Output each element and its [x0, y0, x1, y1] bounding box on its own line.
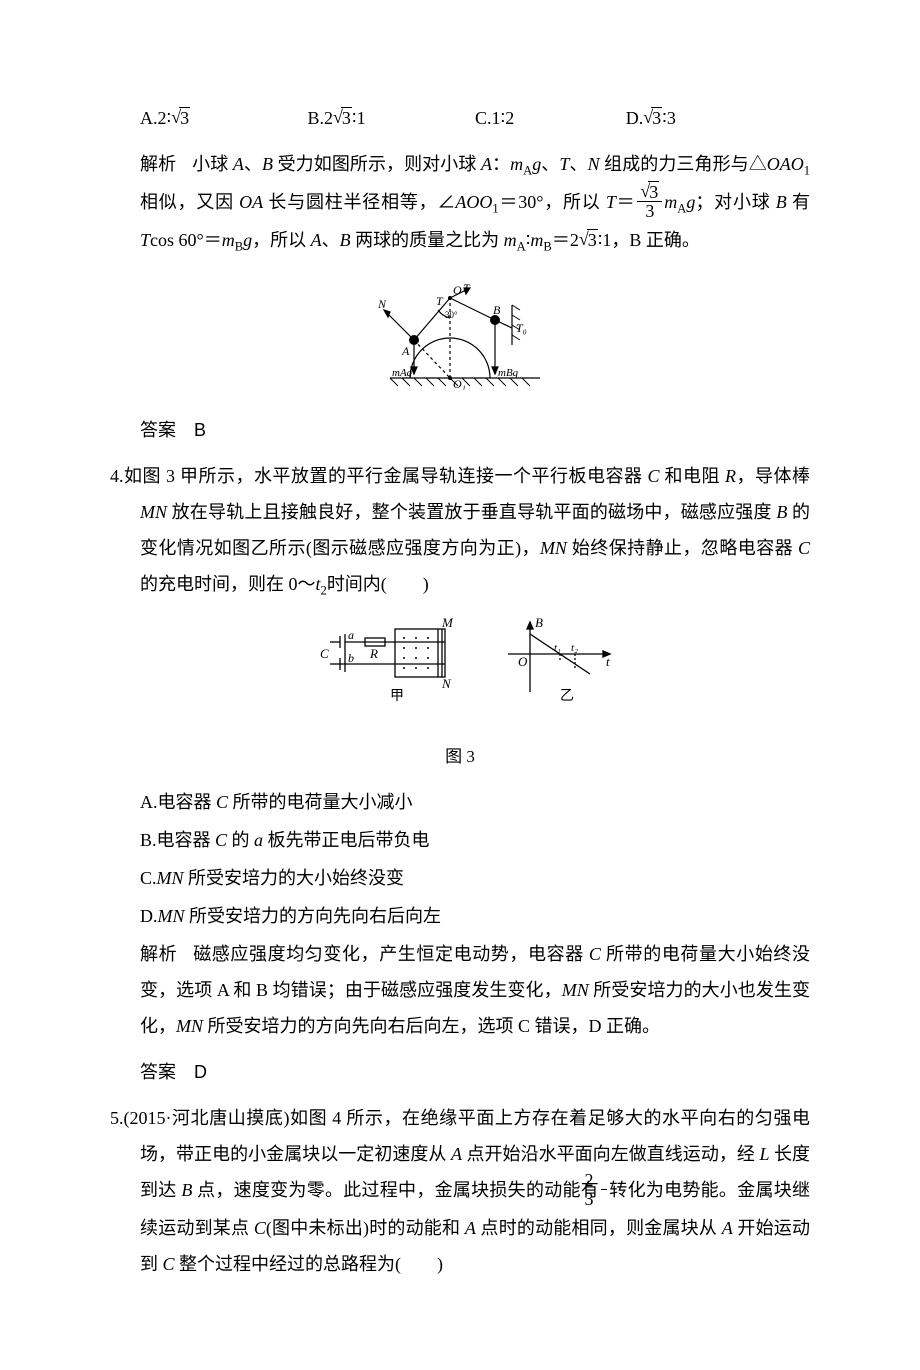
q3-option-c: C.1∶2	[475, 100, 626, 136]
q3-option-d: D.3∶3	[626, 100, 810, 136]
svg-text:O: O	[453, 283, 462, 297]
q3-analysis: 解析小球 A、B 受力如图所示，则对小球 A：mAg、T、N 组成的力三角形与△…	[110, 146, 810, 260]
q3-figure: O T T 30° N A B T₀ mAg mBg O₁	[110, 270, 810, 402]
q4-figure: C a b R M N 甲 B O t t₁ t₂ 乙 图 3	[110, 614, 810, 774]
analysis-label: 解析	[140, 154, 176, 174]
q3-option-b: B.23∶1	[308, 100, 476, 136]
svg-text:a: a	[348, 628, 354, 642]
svg-text:M: M	[441, 615, 454, 630]
q4-choice-b: B.电容器 C 的 a 板先带正电后带负电	[110, 822, 810, 858]
q4-choice-d: D.MN 所受安培力的方向先向右后向左	[110, 898, 810, 934]
q4-analysis: 解析磁感应强度均匀变化，产生恒定电动势，电容器 C 所带的电荷量大小始终没变，选…	[110, 936, 810, 1044]
q4-choice-c: C.MN 所受安培力的大小始终没变	[110, 860, 810, 896]
q3-diagram-svg: O T T 30° N A B T₀ mAg mBg O₁	[350, 270, 570, 390]
svg-text:mBg: mBg	[498, 367, 519, 379]
svg-text:乙: 乙	[560, 688, 574, 704]
svg-text:甲: 甲	[390, 689, 404, 704]
q5-body: 5.(2015·河北唐山摸底)如图 4 所示，在绝缘平面上方存在着足够大的水平向…	[110, 1100, 810, 1282]
q4-choice-a: A.电容器 C 所带的电荷量大小减小	[110, 784, 810, 820]
q4-answer: 答案D	[110, 1054, 810, 1090]
svg-text:B: B	[493, 303, 501, 317]
q3-answer: 答案B	[110, 412, 810, 448]
q3-options: A.2∶3 B.23∶1 C.1∶2 D.3∶3	[110, 100, 810, 136]
svg-text:t₁: t₁	[554, 642, 561, 654]
q4-figure-caption: 图 3	[110, 740, 810, 774]
svg-text:mAg: mAg	[392, 367, 413, 379]
svg-text:O₁: O₁	[453, 377, 466, 390]
svg-text:B: B	[535, 615, 543, 630]
analysis-label: 解析	[140, 944, 177, 964]
svg-text:30°: 30°	[445, 310, 458, 320]
svg-text:A: A	[401, 344, 410, 358]
svg-text:T₀: T₀	[516, 321, 527, 335]
svg-text:N: N	[377, 297, 387, 311]
q3-option-a: A.2∶3	[140, 100, 308, 136]
q4-diagram-svg: C a b R M N 甲 B O t t₁ t₂ 乙	[290, 614, 630, 724]
svg-text:C: C	[320, 646, 329, 661]
svg-text:R: R	[369, 646, 378, 661]
svg-text:t: t	[606, 654, 610, 669]
svg-text:b: b	[348, 651, 354, 665]
svg-text:N: N	[441, 676, 452, 691]
q4-body: 4.如图 3 甲所示，水平放置的平行金属导轨连接一个平行板电容器 C 和电阻 R…	[110, 458, 810, 604]
svg-text:t₂: t₂	[571, 642, 578, 654]
svg-text:O: O	[518, 654, 528, 669]
